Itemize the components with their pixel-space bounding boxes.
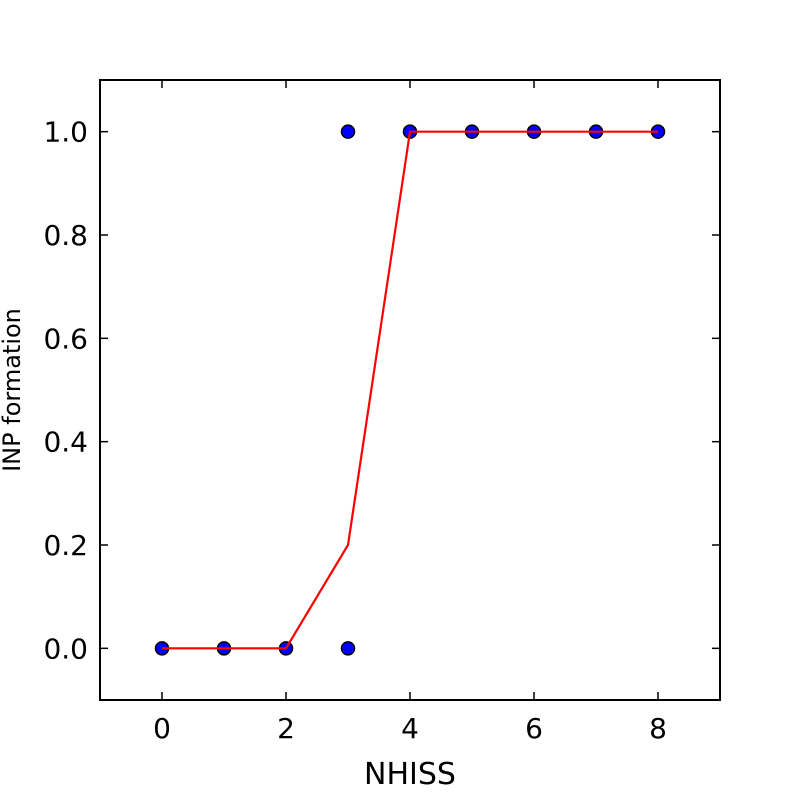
- x-tick-label: 8: [649, 712, 667, 745]
- y-tick-label: 0.0: [43, 632, 88, 665]
- fit-line-layer: [162, 130, 658, 650]
- y-tick-label: 0.8: [43, 219, 88, 252]
- y-tick-label: 0.2: [43, 529, 88, 562]
- data-point: [340, 124, 356, 139]
- x-tick-label: 2: [277, 712, 295, 745]
- data-point: [340, 641, 356, 656]
- y-tick-label: 1.0: [43, 116, 88, 149]
- x-tick-label: 0: [153, 712, 171, 745]
- x-tick-label: 6: [525, 712, 543, 745]
- x-tick-label: 4: [401, 712, 419, 745]
- y-tick-label: 0.6: [43, 322, 88, 355]
- ticks-layer: 0 2 4 6 8 0.0 0.2 0.4 0.6 0.8 1.0: [43, 80, 720, 745]
- y-axis-label: INP formation: [0, 308, 26, 472]
- fit-line: [162, 130, 658, 650]
- y-tick-label: 0.4: [43, 426, 88, 459]
- x-axis-label: NHISS: [364, 757, 456, 792]
- plot-frame: [99, 79, 721, 701]
